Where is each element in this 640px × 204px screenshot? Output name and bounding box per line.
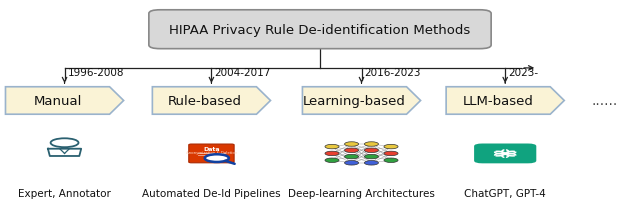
Circle shape (364, 161, 378, 165)
Circle shape (384, 145, 398, 149)
Text: 2016-2023: 2016-2023 (365, 68, 421, 78)
Circle shape (384, 151, 398, 156)
Text: Rule-based: Rule-based (168, 94, 241, 108)
Circle shape (344, 142, 358, 146)
Text: Automated De-Id Pipelines: Automated De-Id Pipelines (142, 188, 281, 198)
FancyBboxPatch shape (189, 144, 234, 163)
Text: Deep-learning Architectures: Deep-learning Architectures (288, 188, 435, 198)
Circle shape (344, 148, 358, 153)
Text: HIPAA Privacy Rule De-identification Methods: HIPAA Privacy Rule De-identification Met… (170, 24, 470, 37)
Text: LLM-based: LLM-based (463, 94, 534, 108)
Text: Data: Data (203, 146, 220, 152)
Polygon shape (152, 87, 271, 115)
Circle shape (503, 153, 508, 155)
FancyBboxPatch shape (474, 144, 536, 164)
Polygon shape (6, 87, 124, 115)
Text: Learning-based: Learning-based (303, 94, 406, 108)
Polygon shape (446, 87, 564, 115)
FancyBboxPatch shape (149, 11, 491, 49)
Text: Manual: Manual (33, 94, 82, 108)
Text: Expert, Annotator: Expert, Annotator (18, 188, 111, 198)
Circle shape (364, 142, 378, 146)
Text: ......: ...... (591, 94, 618, 108)
Circle shape (325, 145, 339, 149)
Circle shape (344, 161, 358, 165)
Circle shape (344, 155, 358, 159)
Text: ChatGPT, GPT-4: ChatGPT, GPT-4 (465, 188, 546, 198)
Circle shape (325, 158, 339, 163)
Polygon shape (303, 87, 420, 115)
Circle shape (364, 155, 378, 159)
Text: 2023-: 2023- (508, 68, 538, 78)
Circle shape (325, 151, 339, 156)
Text: 1996-2008: 1996-2008 (68, 68, 124, 78)
Circle shape (205, 154, 229, 162)
Circle shape (384, 158, 398, 163)
Text: Anonymization & Deletion: Anonymization & Deletion (186, 150, 237, 154)
Circle shape (364, 148, 378, 153)
Text: 2004-2017: 2004-2017 (214, 68, 271, 78)
